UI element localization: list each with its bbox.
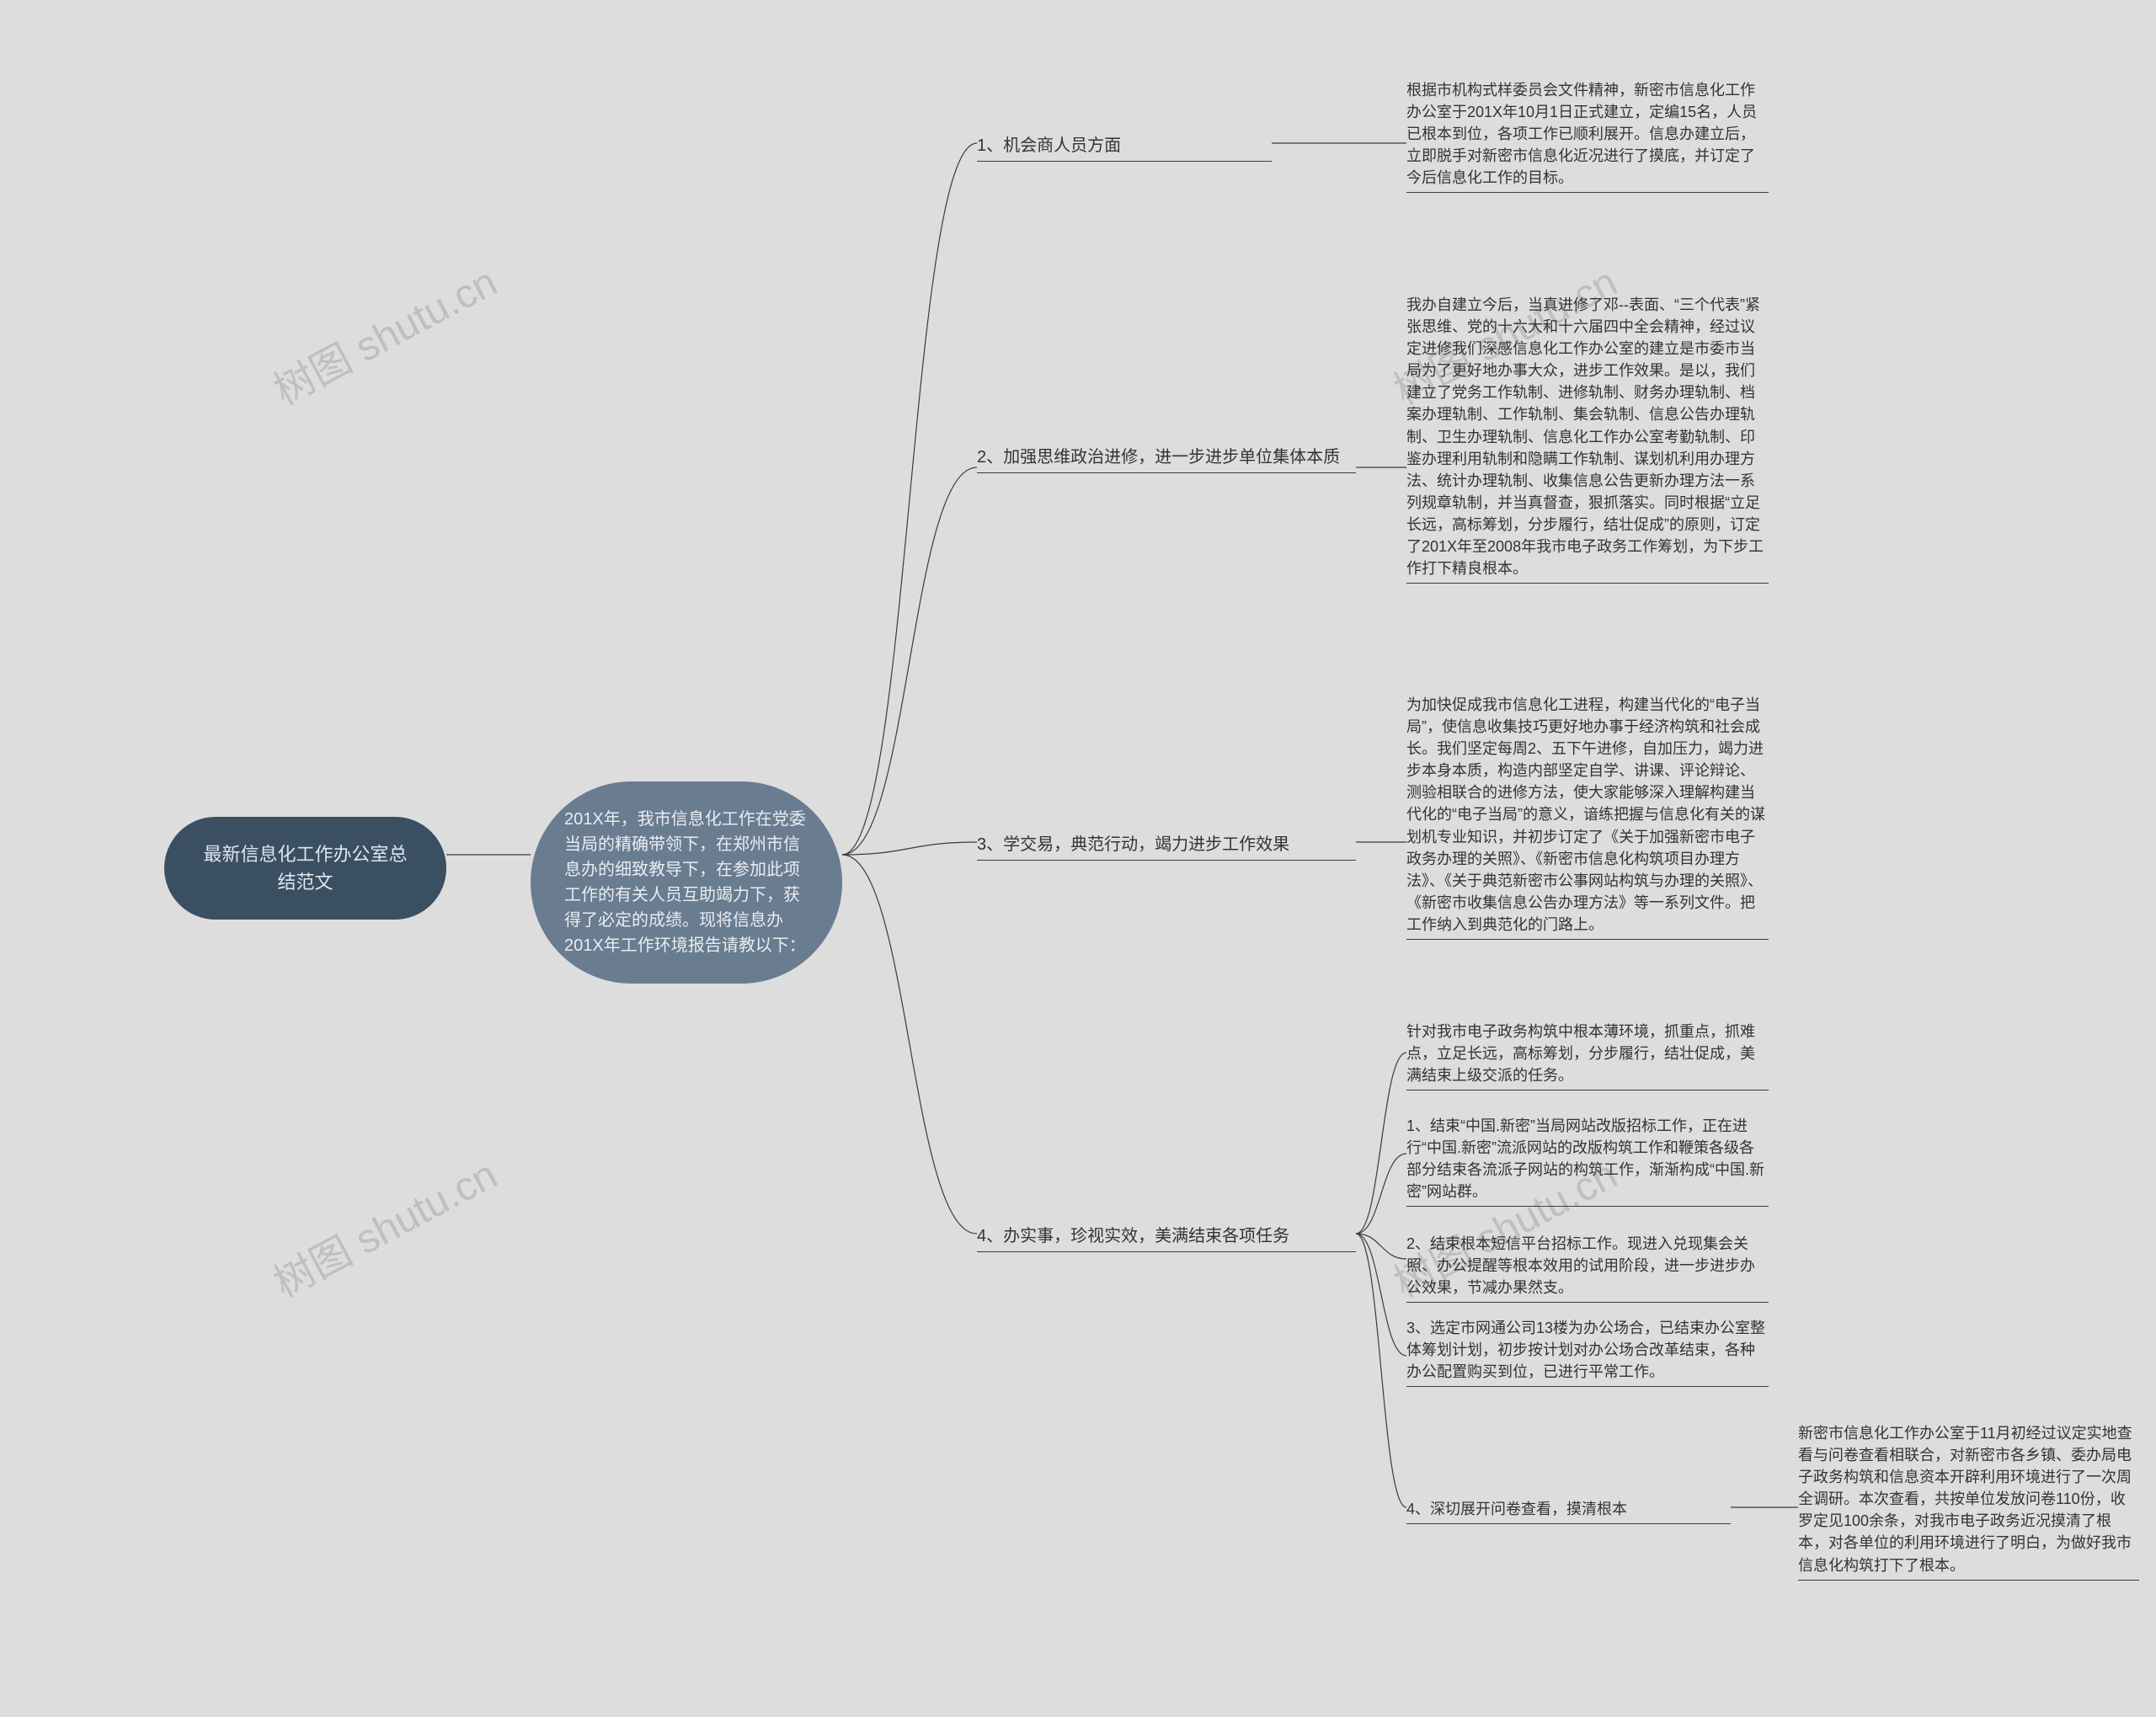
root-node[interactable]: 最新信息化工作办公室总结范文 xyxy=(164,817,446,920)
intro-node[interactable]: 201X年，我市信息化工作在党委当局的精确带领下，在郑州市信息办的细致教导下，在… xyxy=(531,781,842,984)
leaf-label: 针对我市电子政务构筑中根本薄环境，抓重点，抓难点，立足长远，高标筹划，分步履行，… xyxy=(1406,1021,1769,1086)
leaf-label: 4、深切展开问卷查看，摸清根本 xyxy=(1406,1498,1627,1520)
branch-label: 3、学交易，典范行动，竭力进步工作效果 xyxy=(977,833,1289,856)
leaf-label: 我办自建立今后，当真进修了邓--表面、“三个代表”紧张思维、党的十六大和十六届四… xyxy=(1406,294,1769,579)
leaf-node-4-5[interactable]: 4、深切展开问卷查看，摸清根本 xyxy=(1406,1495,1731,1524)
branch-node-4[interactable]: 4、办实事，珍视实效，美满结束各项任务 xyxy=(977,1221,1356,1252)
leaf-label: 为加快促成我市信息化工进程，构建当代化的“电子当局”，使信息收集技巧更好地办事于… xyxy=(1406,694,1769,936)
branch-node-1[interactable]: 1、机会商人员方面 xyxy=(977,131,1272,162)
leaf-node-4-4[interactable]: 3、选定市网通公司13楼为办公场合，已结束办公室整体筹划计划，初步按计划对办公场… xyxy=(1406,1314,1769,1387)
leaf-node-4-3[interactable]: 2、结束根本短信平台招标工作。现进入兑现集会关照、办公提醒等根本效用的试用阶段，… xyxy=(1406,1229,1769,1303)
leaf-label: 1、结束“中国.新密”当局网站改版招标工作，正在进行“中国.新密”流派网站的改版… xyxy=(1406,1115,1769,1202)
leaf-node-4-2[interactable]: 1、结束“中国.新密”当局网站改版招标工作，正在进行“中国.新密”流派网站的改版… xyxy=(1406,1112,1769,1207)
intro-label: 201X年，我市信息化工作在党委当局的精确带领下，在郑州市信息办的细致教导下，在… xyxy=(564,807,808,958)
leaf-node-1-1[interactable]: 根据市机构式样委员会文件精神，新密市信息化工作办公室于201X年10月1日正式建… xyxy=(1406,76,1769,193)
leaf-label: 新密市信息化工作办公室于11月初经过议定实地查看与问卷查看相联合，对新密市各乡镇… xyxy=(1798,1422,2139,1576)
watermark: 树图 shutu.cn xyxy=(262,249,506,416)
leaf-node-3-1[interactable]: 为加快促成我市信息化工进程，构建当代化的“电子当局”，使信息收集技巧更好地办事于… xyxy=(1406,691,1769,940)
branch-node-2[interactable]: 2、加强思维政治进修，进一步进步单位集体本质 xyxy=(977,442,1356,473)
leaf-label: 3、选定市网通公司13楼为办公场合，已结束办公室整体筹划计划，初步按计划对办公场… xyxy=(1406,1317,1769,1383)
leaf-node-2-1[interactable]: 我办自建立今后，当真进修了邓--表面、“三个代表”紧张思维、党的十六大和十六届四… xyxy=(1406,291,1769,584)
branch-label: 1、机会商人员方面 xyxy=(977,134,1121,157)
leaf-node-4-1[interactable]: 针对我市电子政务构筑中根本薄环境，抓重点，抓难点，立足长远，高标筹划，分步履行，… xyxy=(1406,1017,1769,1090)
leaf-label: 根据市机构式样委员会文件精神，新密市信息化工作办公室于201X年10月1日正式建… xyxy=(1406,79,1769,189)
branch-label: 2、加强思维政治进修，进一步进步单位集体本质 xyxy=(977,445,1340,469)
branch-node-3[interactable]: 3、学交易，典范行动，竭力进步工作效果 xyxy=(977,829,1356,861)
mindmap-canvas: 树图 shutu.cn 树图 shutu.cn 树图 shutu.cn 树图 s… xyxy=(0,0,2156,1717)
root-label: 最新信息化工作办公室总结范文 xyxy=(198,840,413,896)
leaf-node-4-5-1[interactable]: 新密市信息化工作办公室于11月初经过议定实地查看与问卷查看相联合，对新密市各乡镇… xyxy=(1798,1419,2139,1581)
leaf-label: 2、结束根本短信平台招标工作。现进入兑现集会关照、办公提醒等根本效用的试用阶段，… xyxy=(1406,1233,1769,1298)
watermark: 树图 shutu.cn xyxy=(262,1142,506,1309)
branch-label: 4、办实事，珍视实效，美满结束各项任务 xyxy=(977,1224,1289,1248)
